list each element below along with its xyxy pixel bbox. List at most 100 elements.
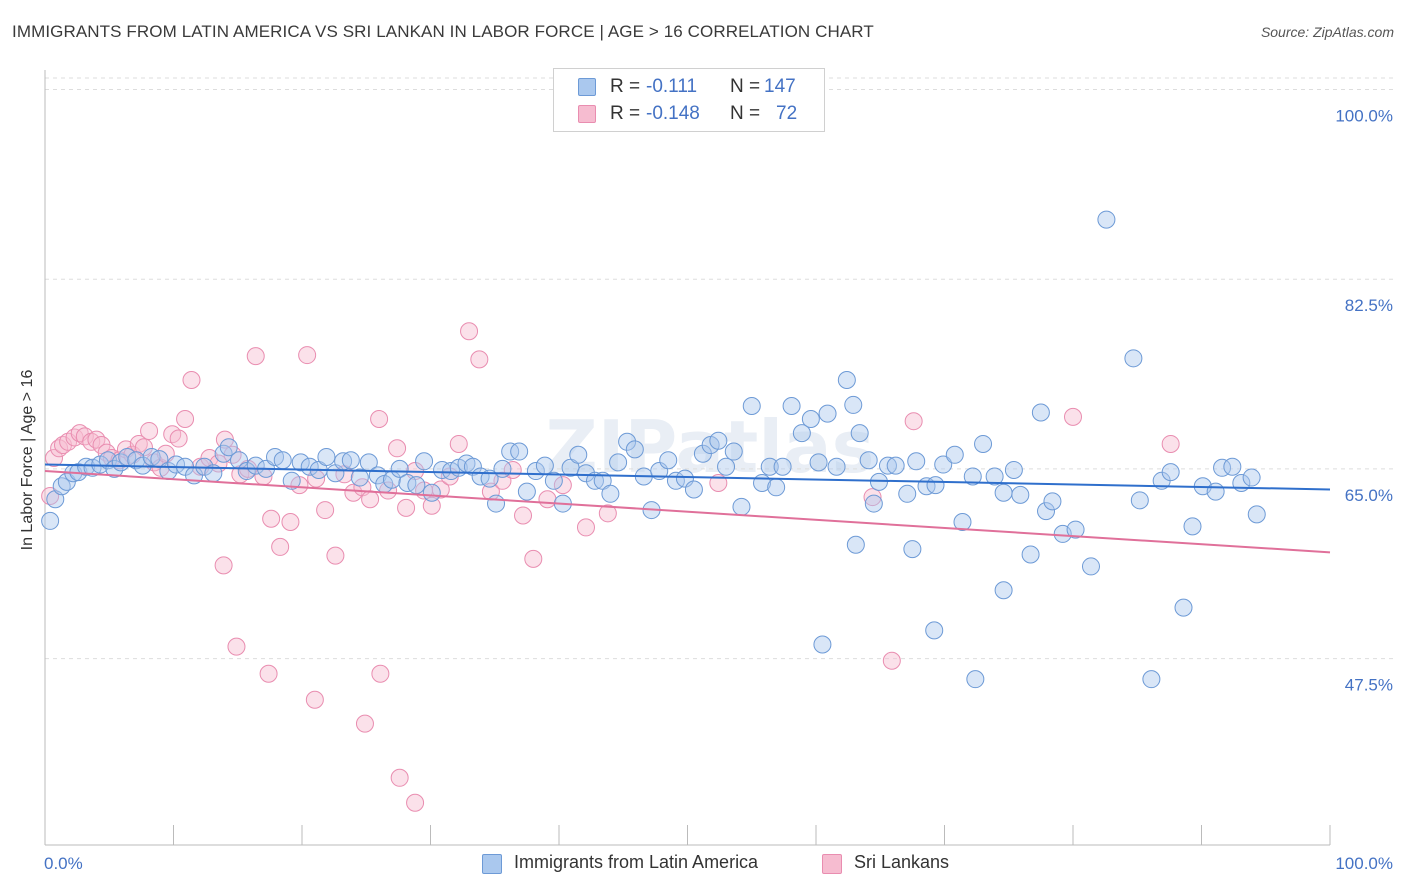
latin-america-point (510, 442, 529, 461)
latin-america-point (246, 456, 265, 475)
r-label: R = (610, 76, 641, 97)
latin-america-point (945, 445, 964, 464)
legend-label: Sri Lankans (854, 852, 950, 872)
sri-lankan-point (298, 346, 317, 365)
latin-america-point (1037, 502, 1056, 521)
latin-america-point (903, 540, 922, 559)
sri-lankan-point (709, 473, 728, 492)
latin-america-point (760, 457, 779, 476)
pink-swatch (578, 105, 596, 123)
latin-america-point (1011, 485, 1030, 504)
latin-america-point (291, 453, 310, 472)
latin-america-point (1031, 403, 1050, 422)
latin-america-point (415, 452, 434, 471)
sri-lankan-point (355, 714, 374, 733)
latin-america-point (742, 397, 761, 416)
latin-america-point (717, 457, 736, 476)
latin-america-trendline (44, 463, 1331, 491)
latin-america-point (517, 482, 536, 501)
y-axis-label: In Labor Force | Age > 16 (19, 369, 36, 551)
sri-lankan-point (344, 483, 363, 502)
latin-america-point (41, 511, 60, 530)
latin-america-point (925, 621, 944, 640)
latin-america-point (878, 456, 897, 475)
latin-america-point (966, 670, 985, 689)
latin-america-point (684, 480, 703, 499)
blue-swatch (578, 78, 596, 96)
sri-lankan-point (361, 490, 380, 509)
sri-lankan-point (87, 430, 106, 449)
n-label: N = (730, 76, 761, 97)
latin-america-point (898, 484, 917, 503)
latin-america-point (732, 497, 751, 516)
legend-row-sri-lankans: R = -0.148 N = 72 (554, 101, 824, 127)
pink-legend-swatch (822, 854, 842, 874)
n-value: 147 (764, 76, 796, 97)
sri-lankan-point (863, 488, 882, 507)
sri-lankan-point (281, 512, 300, 531)
latin-america-point (994, 581, 1013, 600)
blue-legend-swatch (482, 854, 502, 874)
latin-america-point (1247, 505, 1266, 524)
sri-lankan-point (326, 546, 345, 565)
latin-america-point (813, 635, 832, 654)
latin-america-point (801, 410, 820, 429)
sri-lankan-point (140, 421, 159, 440)
latin-america-point (886, 456, 905, 475)
sri-lankan-point (259, 664, 278, 683)
r-value: -0.148 (646, 103, 700, 124)
latin-america-point (1130, 491, 1149, 510)
sri-lankan-point (316, 501, 335, 520)
sri-lankan-point (388, 439, 407, 458)
sri-lankan-point (904, 412, 923, 431)
latin-america-point (544, 471, 563, 490)
latin-america-point (859, 451, 878, 470)
sri-lankan-point (200, 449, 219, 468)
sri-lankan-point (882, 651, 901, 670)
legend-label: Immigrants from Latin America (514, 852, 759, 872)
latin-america-point (77, 457, 96, 476)
sri-lankan-point (598, 504, 617, 523)
sri-lankan-point (371, 664, 390, 683)
y-tick-label: 100.0% (1335, 107, 1393, 126)
latin-america-point (480, 469, 499, 488)
latin-america-point (526, 462, 545, 481)
sri-lankan-point (1064, 407, 1082, 426)
latin-america-point (167, 455, 186, 474)
latin-america-point (837, 371, 856, 389)
latin-america-point (792, 424, 811, 443)
latin-america-point (585, 471, 604, 490)
latin-america-point (1142, 670, 1161, 689)
latin-america-point (569, 445, 588, 464)
sri-lankan-point (514, 506, 533, 525)
latin-america-point (994, 483, 1013, 502)
latin-america-point (219, 438, 238, 457)
sri-lankan-point (214, 556, 233, 575)
latin-america-point (782, 397, 801, 416)
latin-america-point (142, 447, 161, 466)
sri-lankan-point (524, 549, 543, 568)
latin-america-point (105, 459, 124, 478)
latin-america-point (907, 452, 926, 471)
legend-row-latin-america: R = -0.111 N = 147 (554, 74, 824, 100)
latin-america-point (1081, 557, 1100, 576)
latin-america-point (809, 453, 828, 472)
latin-america-point (864, 494, 883, 513)
sri-lankan-point (271, 537, 290, 556)
stats-legend: R = -0.111 N = 147 R = -0.148 N = 72 (553, 68, 825, 132)
latin-america-point (1161, 463, 1180, 482)
latin-america-point (618, 432, 637, 451)
sri-lankan-point (397, 498, 416, 517)
sri-lankan-point (44, 449, 63, 468)
r-value: -0.111 (646, 76, 698, 97)
latin-america-point (926, 476, 945, 495)
sri-lankan-point (553, 476, 572, 495)
latin-america-point (535, 456, 554, 475)
latin-america-point (953, 512, 972, 531)
sri-lankan-point (305, 690, 324, 709)
chart-title: IMMIGRANTS FROM LATIN AMERICA VS SRI LAN… (12, 22, 874, 41)
sri-lankan-point (422, 496, 441, 515)
source-label: Source: ZipAtlas.com (1260, 24, 1394, 40)
sri-lankan-point (370, 410, 389, 429)
sri-lankan-point (538, 490, 557, 509)
